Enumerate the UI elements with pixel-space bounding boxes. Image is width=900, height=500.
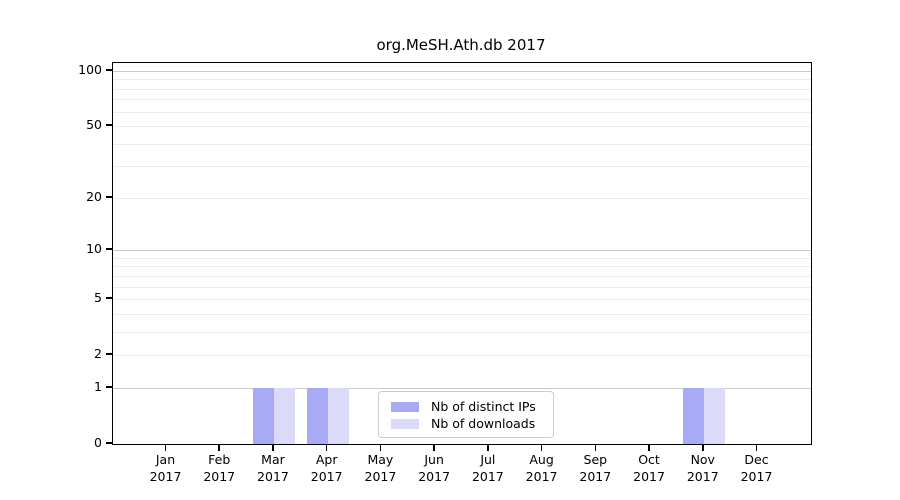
y-axis-tick	[106, 353, 112, 355]
x-axis-tick	[487, 444, 489, 451]
minor-gridline	[113, 257, 811, 259]
bar-downloads	[327, 387, 349, 444]
minor-gridline	[113, 286, 811, 288]
x-axis-tick	[755, 444, 758, 451]
y-axis-label: 2	[94, 346, 102, 362]
x-axis-label: Jul 2017	[471, 452, 504, 484]
major-gridline	[113, 387, 811, 389]
x-axis-tick	[218, 444, 220, 451]
x-axis-label: Apr 2017	[310, 452, 343, 484]
x-axis-label: Mar 2017	[257, 452, 289, 484]
y-axis-label: 5	[94, 290, 102, 306]
x-axis-tick	[540, 444, 543, 451]
bar-downloads	[273, 387, 295, 444]
y-axis-tick	[106, 297, 112, 299]
legend-entry-distinct-ips: Nb of distinct IPs	[387, 398, 545, 415]
legend-swatch-downloads	[391, 418, 419, 429]
y-axis-tick	[106, 386, 112, 388]
y-axis-tick	[106, 442, 112, 444]
x-axis-tick	[164, 444, 167, 451]
chart-title: org.MeSH.Ath.db 2017	[376, 36, 546, 54]
x-axis-label: May 2017	[364, 452, 397, 484]
major-gridline	[113, 250, 811, 252]
minor-gridline	[113, 299, 811, 301]
minor-gridline	[113, 355, 811, 357]
y-axis-tick	[106, 196, 112, 198]
legend-label-distinct-ips: Nb of distinct IPs	[431, 399, 536, 414]
x-axis-label: Nov 2017	[686, 452, 719, 484]
plot-area	[112, 62, 812, 445]
minor-gridline	[113, 331, 811, 333]
x-axis-label: Feb 2017	[203, 452, 236, 484]
minor-gridline	[113, 99, 811, 101]
legend: Nb of distinct IPs Nb of downloads	[378, 391, 554, 438]
bar-distinct-ips	[306, 387, 328, 444]
minor-gridline	[113, 111, 811, 113]
x-axis-label: Oct 2017	[633, 452, 665, 484]
x-axis-tick	[702, 444, 704, 451]
y-axis-label: 0	[94, 435, 102, 450]
minor-gridline	[113, 197, 811, 199]
y-axis-tick	[106, 248, 112, 250]
minor-gridline	[113, 275, 811, 277]
x-axis-tick	[379, 444, 382, 451]
x-axis-tick	[594, 444, 597, 451]
x-axis-tick	[272, 444, 274, 451]
y-axis-tick	[106, 69, 112, 71]
bar-distinct-ips	[252, 387, 274, 444]
y-axis-label: 20	[86, 188, 102, 204]
x-axis-tick	[433, 444, 435, 451]
x-axis-tick	[648, 444, 650, 451]
minor-gridline	[113, 143, 811, 145]
x-axis-label: Sep 2017	[579, 452, 612, 484]
minor-gridline	[113, 313, 811, 315]
minor-gridline	[113, 126, 811, 128]
y-axis-tick	[106, 124, 112, 126]
y-axis-label: 50	[86, 117, 102, 133]
bar-distinct-ips	[682, 387, 704, 444]
y-axis-label: 10	[86, 241, 102, 257]
minor-gridline	[113, 79, 811, 81]
x-axis-tick	[325, 444, 328, 451]
major-gridline	[113, 71, 811, 72]
legend-label-downloads: Nb of downloads	[431, 416, 536, 431]
legend-entry-downloads: Nb of downloads	[387, 415, 545, 432]
x-axis-label: Dec 2017	[740, 452, 773, 484]
y-axis-label: 1	[94, 378, 102, 394]
legend-swatch-distinct-ips	[391, 401, 419, 412]
minor-gridline	[113, 266, 811, 268]
x-axis-label: Aug 2017	[525, 452, 558, 484]
minor-gridline	[113, 166, 811, 168]
y-axis-label: 100	[78, 62, 102, 77]
bar-downloads	[703, 387, 725, 444]
x-axis-label: Jan 2017	[149, 452, 182, 484]
x-axis-label: Jun 2017	[418, 452, 451, 484]
minor-gridline	[113, 88, 811, 90]
